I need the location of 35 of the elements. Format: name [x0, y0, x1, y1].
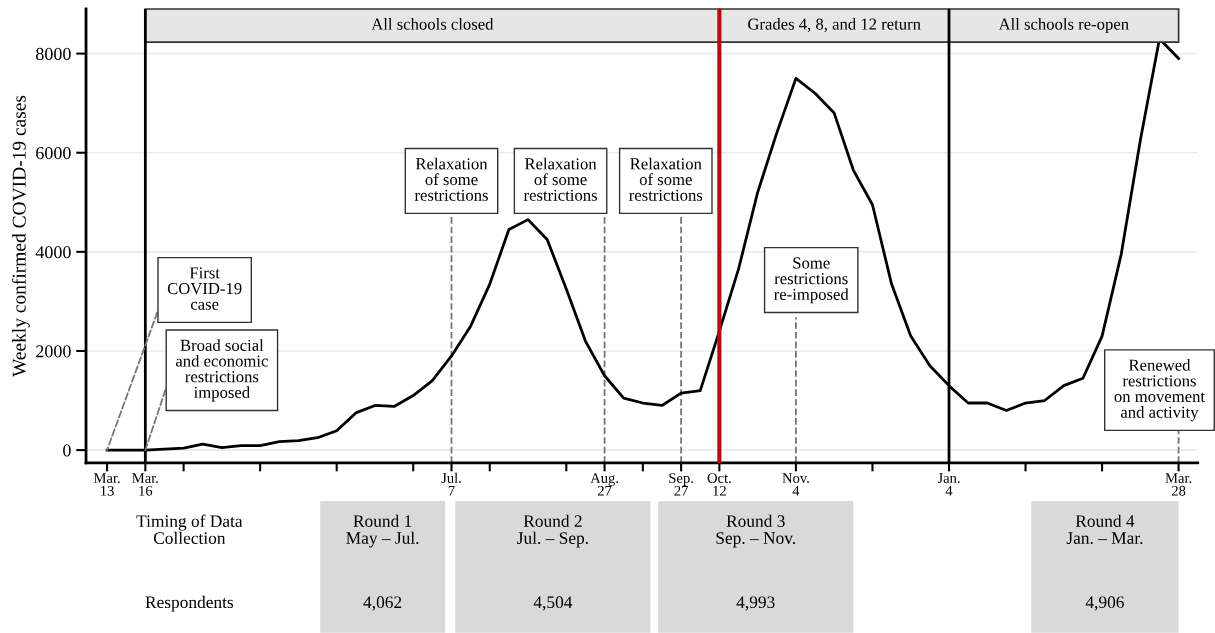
text: Round 4 Jan. – Mar.: [1066, 514, 1143, 544]
ref-line-label: Relaxation of some restrictions: [523, 157, 597, 201]
ref-line-label: Relaxation of some restrictions: [629, 157, 703, 201]
x-tick-label: Mar. 28: [1165, 473, 1192, 496]
x-tick-label: Sep. 27: [669, 473, 693, 496]
x-tick-label: Jan. 4: [937, 473, 960, 496]
x-tick-label: Oct. 12: [707, 473, 731, 496]
text: 4,504: [533, 596, 573, 611]
text: 4,906: [1085, 596, 1124, 611]
x-tick-label: Jul. 7: [441, 472, 461, 496]
text: Round 3 Sep. – Nov.: [716, 514, 796, 548]
ref-line-label: Renewed restrictions on movement and activity: [1114, 359, 1205, 422]
text: 4,993: [736, 596, 775, 611]
band-label: All schools closed: [371, 18, 494, 30]
y-axis-title: Weekly confirmed COVID-19 cases: [11, 95, 30, 377]
ref-line-label: Relaxation of some restrictions: [414, 157, 488, 201]
band-label: Grades 4, 8, and 12 return: [748, 18, 921, 33]
text: 4,062: [363, 596, 402, 611]
ref-line-label: Some restrictions re-imposed: [774, 257, 849, 304]
x-tick-label: Aug. 27: [590, 473, 618, 496]
y-tick-label: 0: [63, 444, 71, 457]
annotation: Broad social and economic restrictions imposed: [175, 339, 268, 402]
text: Round 2 Jul. – Sep.: [517, 514, 588, 548]
text: Timing of Data Collection: [136, 514, 243, 545]
x-tick-label: Mar. 13: [93, 473, 120, 496]
text: Round 1 May – Jul.: [346, 514, 419, 548]
x-tick-label: Nov. 4: [782, 473, 809, 496]
y-tick-label: 4000: [35, 246, 71, 259]
band-label: All schools re-open: [998, 18, 1129, 34]
annotation: First COVID-19 case: [167, 267, 242, 310]
y-tick-label: 2000: [36, 345, 71, 358]
y-tick-label: 6000: [36, 146, 71, 160]
text: Respondents: [145, 595, 234, 612]
y-tick-label: 8000: [36, 47, 71, 61]
x-tick-label: Mar. 16: [132, 473, 158, 496]
